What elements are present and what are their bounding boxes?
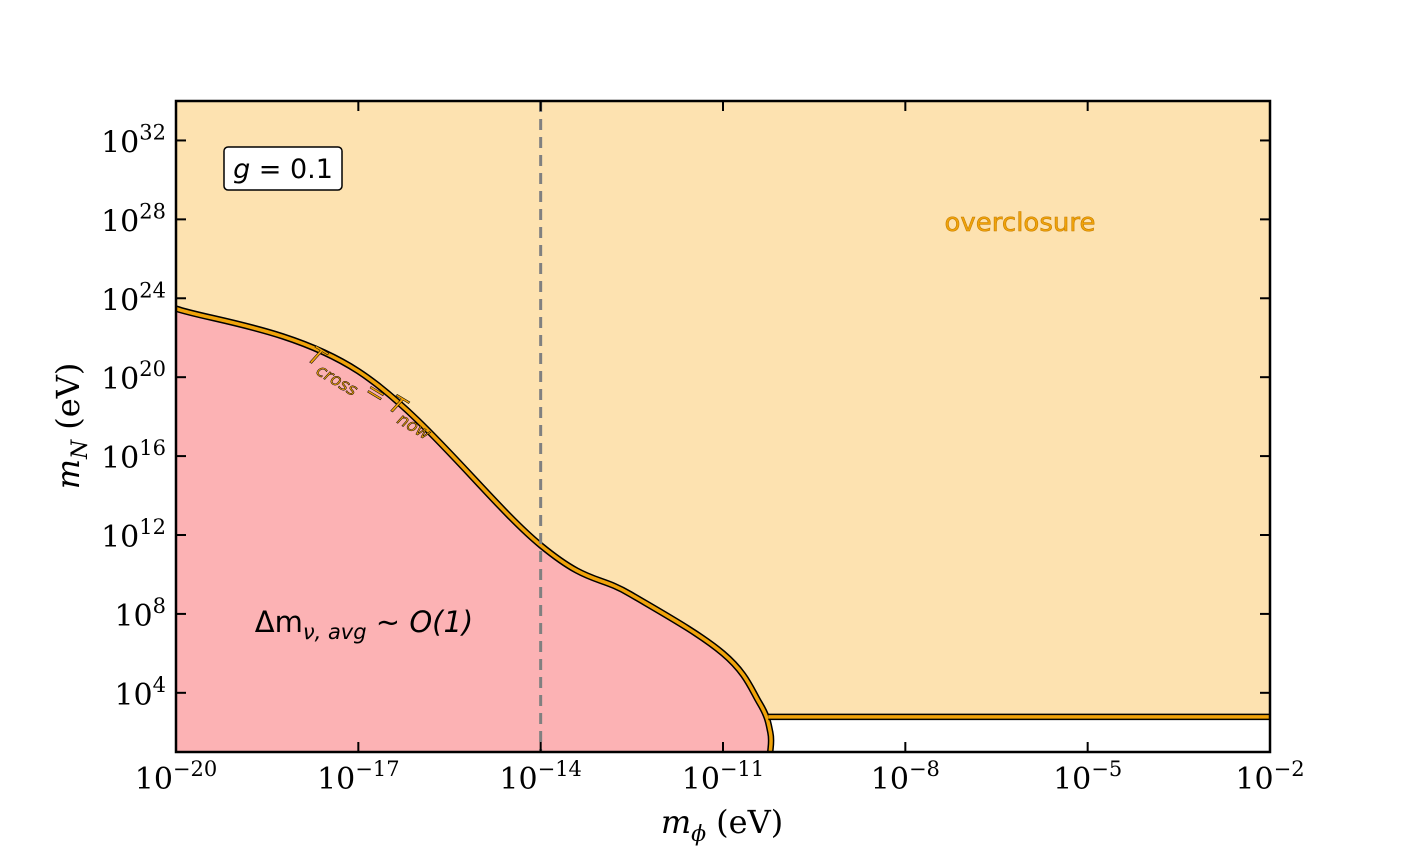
y-axis: 104 108 1012 1016 1020 1024 1028 1032 [101, 120, 1270, 713]
x-tick-label: 10−11 [682, 757, 765, 797]
coupling-annotation: g = 0.1 [233, 154, 333, 185]
plot-area [176, 101, 1270, 752]
x-tick-label: 10−2 [1235, 757, 1304, 797]
y-axis-label: mN(eV) [49, 363, 93, 490]
y-tick-label: 104 [114, 673, 166, 713]
x-axis-label: mϕ (eV) [661, 803, 783, 846]
x-tick-label: 10−14 [499, 757, 582, 797]
x-tick-label: 10−5 [1053, 757, 1122, 797]
x-axis: 10−20 10−17 10−14 10−11 10−8 10−5 10−2 [135, 101, 1305, 797]
y-tick-label: 1024 [101, 278, 166, 318]
overclosure-label: overclosure [945, 208, 1096, 238]
y-tick-label: 1032 [101, 120, 166, 160]
delta-m-label: Δmν, avg ∼ O(1) [255, 605, 473, 644]
y-tick-label: 1028 [101, 199, 166, 239]
y-tick-label: 1016 [101, 436, 166, 476]
x-tick-label: 10−17 [317, 757, 400, 797]
y-tick-label: 1012 [101, 515, 166, 555]
x-tick-label: 10−8 [871, 757, 940, 797]
boundary-curve [176, 306, 773, 752]
x-tick-label: 10−20 [135, 757, 218, 797]
y-tick-label: 1020 [101, 357, 166, 397]
y-tick-label: 108 [114, 594, 166, 634]
overclosure-region [176, 101, 1270, 752]
coupling-annotation-box [223, 146, 343, 191]
delta-m-region [176, 308, 772, 752]
